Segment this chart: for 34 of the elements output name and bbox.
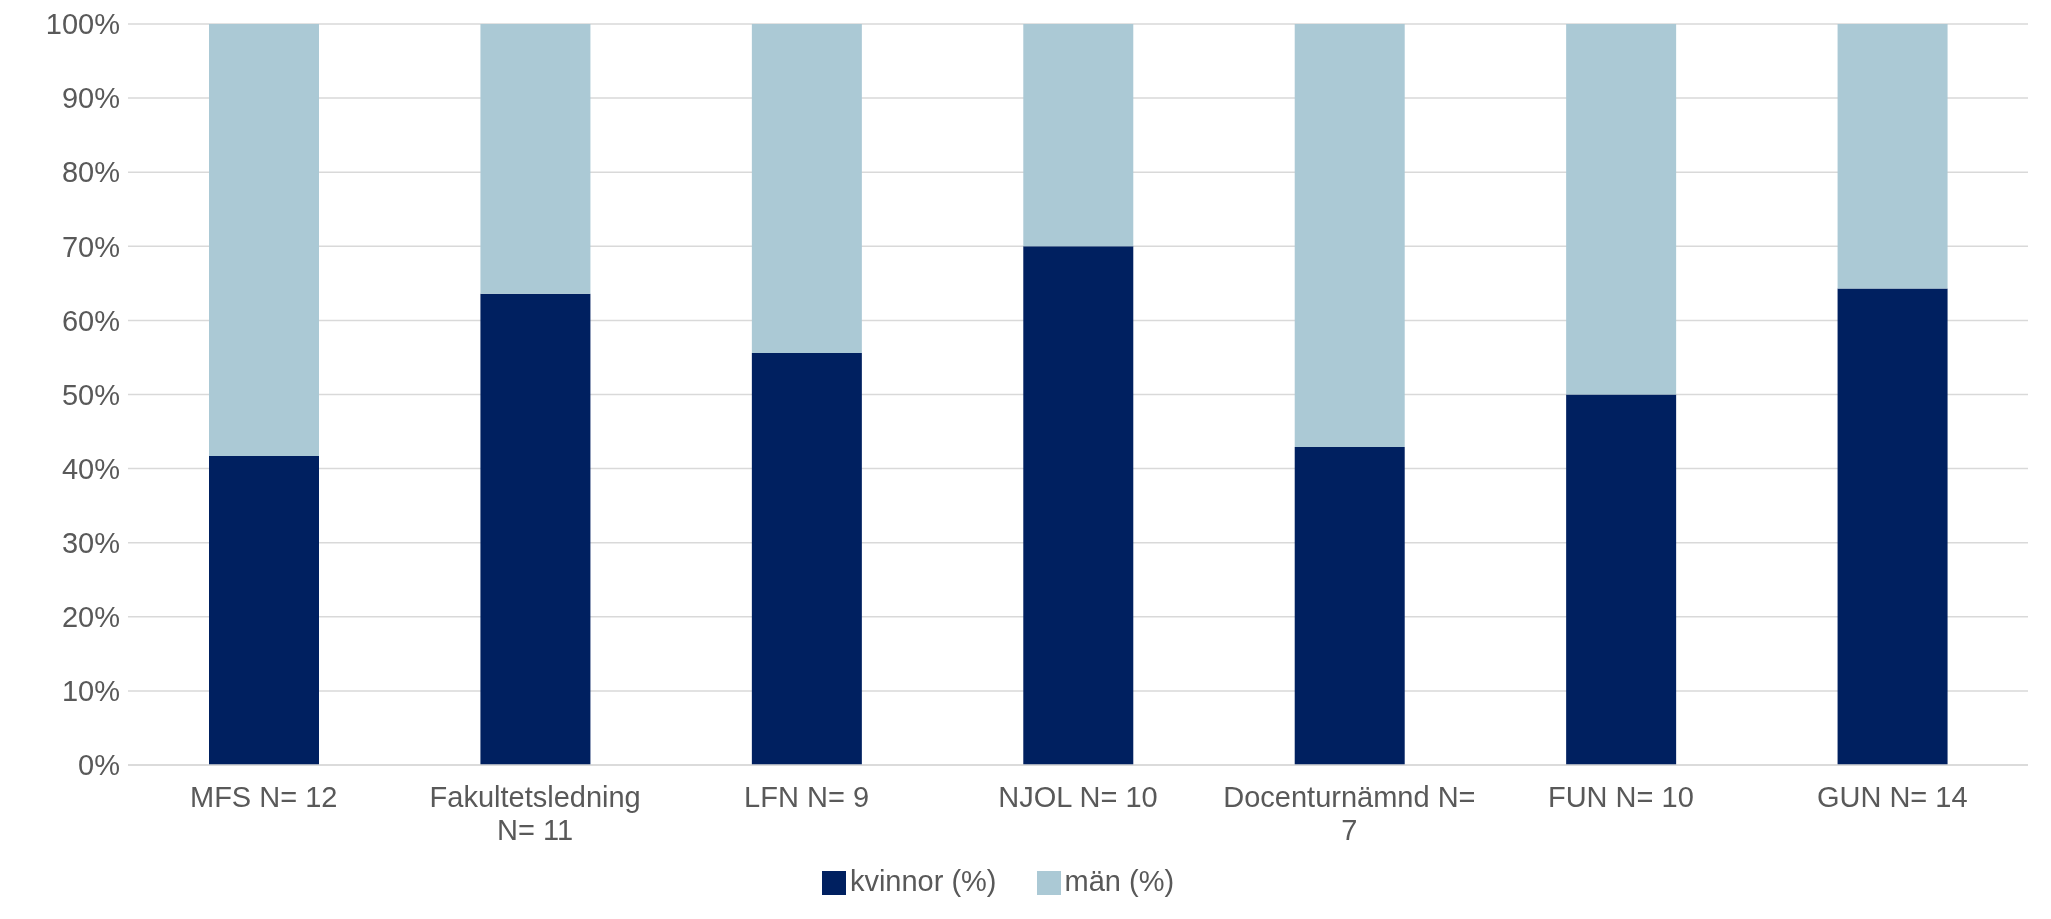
bar [209, 24, 319, 456]
y-tick-label: 30% [61, 526, 120, 559]
legend-label: män (%) [1064, 865, 1175, 897]
bar [1566, 394, 1677, 765]
bar [480, 293, 591, 765]
bar [1837, 24, 1948, 289]
y-tick-label: 80% [61, 156, 120, 189]
y-tick-label: 50% [61, 378, 120, 411]
bar [209, 456, 319, 765]
x-tick-label: NJOL N= 10 [998, 781, 1158, 814]
bar [1023, 246, 1134, 765]
y-tick-label: 10% [61, 675, 120, 708]
x-tick-label: LFN N= 9 [744, 781, 870, 814]
y-tick-label: 60% [61, 304, 120, 337]
bar [751, 353, 862, 765]
bar [1023, 24, 1134, 247]
bar [1837, 288, 1948, 765]
bar [751, 24, 862, 353]
bar [1566, 24, 1677, 395]
y-tick-label: 0% [78, 749, 120, 782]
x-tick-label: MFS N= 12 [189, 781, 338, 814]
y-tick-label: 100% [45, 8, 120, 41]
bar [1294, 24, 1405, 448]
bar [480, 24, 591, 294]
bar [1294, 447, 1405, 765]
y-tick-label: 70% [61, 230, 120, 263]
x-tick-label: FUN N= 10 [1547, 781, 1694, 814]
x-tick-label: GUN N= 14 [1816, 781, 1968, 814]
x-tick-label: Docenturnämnd N= 7 [1223, 781, 1476, 847]
y-tick-label: 40% [61, 452, 120, 485]
legend-label: kvinnor (%) [849, 865, 997, 897]
x-tick-label: Fakultetsledning N= 11 [429, 781, 641, 847]
y-tick-label: 90% [61, 82, 120, 115]
y-tick-label: 20% [61, 601, 120, 634]
